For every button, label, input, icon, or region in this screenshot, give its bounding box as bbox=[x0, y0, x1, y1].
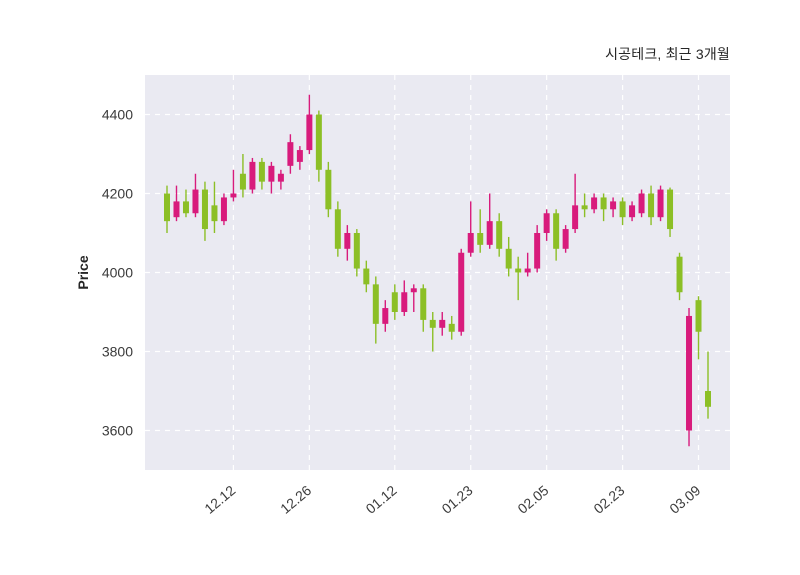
candle-body-down bbox=[448, 323, 455, 332]
candle-body-up bbox=[439, 319, 446, 328]
y-tick-label: 4000 bbox=[102, 265, 133, 281]
x-tick-label: 02.05 bbox=[514, 482, 551, 517]
x-tick-label: 01.23 bbox=[439, 482, 476, 517]
candle-body-down bbox=[581, 205, 588, 210]
candle-body-up bbox=[173, 201, 180, 218]
candle-body-down bbox=[201, 189, 208, 230]
candle-body-down bbox=[372, 284, 379, 324]
candle-body-down bbox=[182, 201, 189, 214]
y-tick-label: 4200 bbox=[102, 186, 133, 202]
candle-body-up bbox=[591, 197, 598, 210]
candle-body-down bbox=[553, 213, 560, 249]
candle-body-up bbox=[458, 252, 465, 332]
candle-body-down bbox=[353, 233, 360, 269]
y-axis-label: Price bbox=[75, 255, 91, 289]
chart-title: 시공테크, 최근 3개월 bbox=[605, 46, 730, 62]
y-tick-label: 4400 bbox=[102, 107, 133, 123]
candle-body-up bbox=[572, 205, 579, 230]
candle-body-up bbox=[230, 193, 237, 198]
candle-body-up bbox=[296, 150, 303, 162]
candle-body-down bbox=[496, 221, 503, 249]
candle-body-down bbox=[676, 256, 683, 293]
candle-body-down bbox=[648, 193, 655, 218]
candle-body-down bbox=[363, 268, 370, 285]
candle-body-up bbox=[467, 233, 474, 253]
candle-body-down bbox=[619, 201, 626, 218]
candle-body-up bbox=[249, 161, 256, 190]
candle-body-down bbox=[515, 268, 522, 273]
candle-body-down bbox=[429, 319, 436, 328]
candle-body-up bbox=[543, 213, 550, 233]
candle-body-up bbox=[486, 221, 493, 245]
candle-body-up bbox=[657, 189, 664, 218]
candle-body-up bbox=[220, 197, 227, 222]
candle-body-up bbox=[534, 233, 541, 269]
candle-body-down bbox=[505, 248, 512, 269]
candle-body-up bbox=[629, 205, 636, 218]
candle-body-up bbox=[382, 308, 389, 324]
x-tick-label: 02.23 bbox=[590, 482, 627, 517]
candle-body-down bbox=[705, 391, 711, 407]
candle-body-down bbox=[420, 288, 427, 320]
x-tick-label: 12.12 bbox=[201, 482, 238, 517]
candle-body-down bbox=[600, 197, 607, 210]
candle-body-up bbox=[401, 292, 408, 312]
candle-body-up bbox=[344, 233, 351, 249]
candle-body-down bbox=[391, 292, 398, 312]
candle-body-down bbox=[695, 300, 702, 332]
candle-body-up bbox=[192, 189, 199, 214]
x-tick-label: 03.09 bbox=[666, 482, 703, 517]
candle-body-down bbox=[315, 114, 322, 170]
y-tick-label: 3800 bbox=[102, 344, 133, 360]
candle-body-up bbox=[524, 268, 531, 273]
candle-body-up bbox=[610, 201, 617, 210]
candle-body-down bbox=[667, 189, 674, 230]
candle-body-up bbox=[562, 229, 569, 249]
candle-body-down bbox=[239, 173, 246, 190]
candle-body-up bbox=[268, 165, 275, 182]
candle-body-up bbox=[410, 288, 417, 293]
candle-body-up bbox=[686, 315, 693, 431]
candle-body-down bbox=[258, 161, 265, 182]
candle-body-down bbox=[164, 193, 170, 222]
candle-body-up bbox=[306, 114, 313, 151]
candle-body-down bbox=[334, 209, 341, 249]
x-tick-label: 01.12 bbox=[363, 482, 400, 517]
candle-body-down bbox=[325, 169, 332, 210]
candle-body-up bbox=[277, 173, 284, 182]
candle-body-up bbox=[638, 193, 645, 214]
x-tick-label: 12.26 bbox=[277, 482, 314, 517]
candle-body-down bbox=[211, 205, 218, 222]
y-tick-label: 3600 bbox=[102, 423, 133, 439]
candle-body-up bbox=[287, 142, 294, 166]
candle-body-down bbox=[477, 233, 484, 245]
